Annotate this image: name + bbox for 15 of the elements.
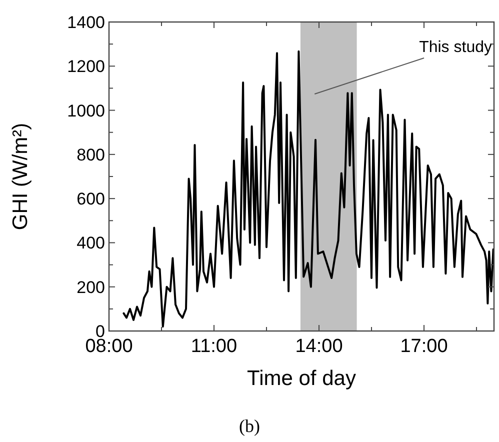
x-tick-label: 17:00	[400, 336, 448, 357]
x-tick-label: 08:00	[85, 336, 133, 357]
y-tick-label: 600	[76, 190, 105, 209]
x-tick-label: 14:00	[295, 336, 343, 357]
y-axis-title: GHI (W/m²)	[9, 122, 32, 230]
y-tick-label: 400	[76, 234, 105, 253]
x-axis-title: Time of day	[247, 367, 356, 390]
y-tick-label: 800	[76, 145, 105, 164]
y-tick-label: 1200	[67, 57, 105, 76]
y-tick-label: 200	[76, 278, 105, 297]
text: (b)	[239, 416, 260, 436]
y-tick-label: 1000	[67, 101, 105, 120]
x-tick-label: 11:00	[190, 336, 238, 357]
band-label: This study	[419, 39, 492, 56]
y-tick-label: 1400	[67, 13, 105, 32]
